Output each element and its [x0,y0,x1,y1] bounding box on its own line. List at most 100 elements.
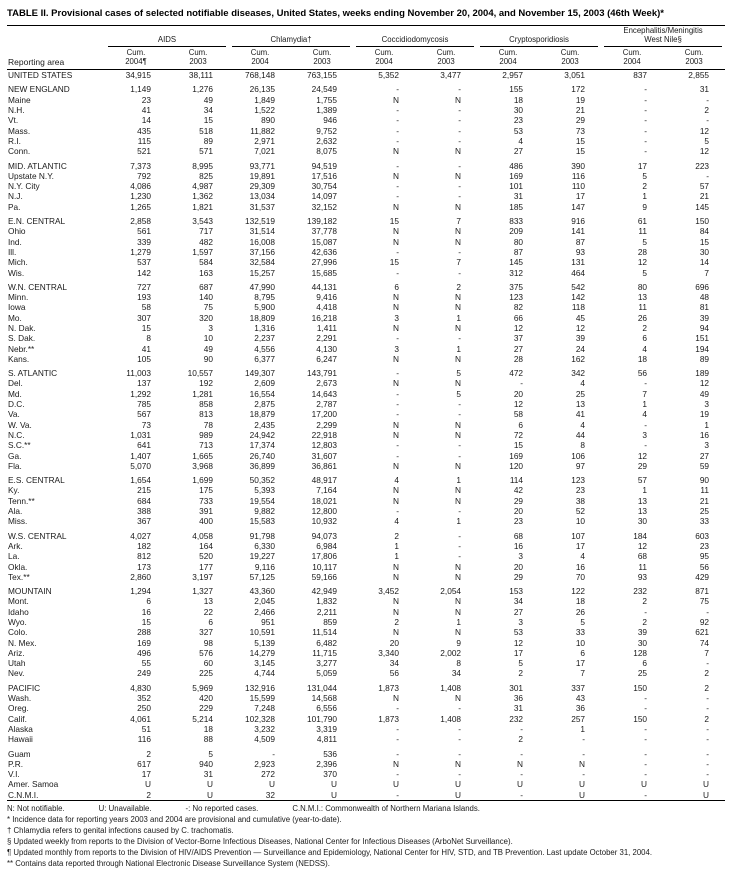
value-cell: 28 [637,246,648,257]
value-cell: 31 [513,703,524,714]
value-cell: 3 [394,343,400,354]
table-row: Wyo. 15 6 951 859 2 1 3 5 2 92 [7,617,725,627]
value-cell: 1,292 [130,388,151,399]
value-cell: 16 [141,606,151,617]
value-cell: U [207,779,214,790]
value-cell: 31 [513,191,524,202]
table-row: Tex.** 2,860 3,197 57,125 59,166 N N 29 70 93 429 [7,572,725,582]
value-cell: 78 [203,419,214,430]
column-subheader: Cum. 2003 [167,47,230,71]
reporting-area-cell: Idaho [8,606,29,617]
value-cell: 27 [699,450,710,461]
value-cell: 15 [389,257,400,268]
value-cell: - [396,388,400,399]
value-cell: 2,435 [254,419,276,430]
value-cell: - [396,181,400,192]
reporting-area-cell: Colo. [8,627,28,638]
value-cell: 1 [704,419,710,430]
value-cell: 153 [509,586,524,597]
value-cell: 232 [633,586,648,597]
value-cell: 1,149 [130,84,151,95]
value-cell: 60 [203,658,214,669]
value-cell: 169 [509,170,524,181]
value-cell: 2 [456,281,462,292]
value-cell: 70 [575,571,586,582]
value-cell: 576 [199,647,214,658]
column-group-row: Reporting area AIDS Chlamydia† Coccidiodom… [7,25,726,71]
value-cell: 18,021 [311,495,338,506]
value-cell: 209 [509,226,524,237]
value-cell: 3,277 [316,658,338,669]
value-cell: 521 [137,146,151,157]
value-cell: 80 [637,281,648,292]
value-cell: - [520,789,524,800]
table-row: Nebr.** 41 49 4,556 4,130 3 1 27 24 4 194 [7,344,725,354]
value-cell: 23 [575,485,586,496]
value-cell: 4,509 [254,734,276,745]
value-cell: 51 [141,723,151,734]
value-cell: 116 [137,734,151,745]
value-cell: 837 [633,70,648,81]
table-row: Md. 1,292 1,281 16,554 14,643 - 5 20 25 7 49 [7,389,725,399]
value-cell: 621 [695,627,710,638]
value-cell: - [458,115,462,126]
value-cell: N [455,596,462,607]
value-cell: 13 [637,506,648,517]
table-row: Idaho 16 22 2,466 2,211 N N 27 26 - - [7,607,725,617]
reporting-area-cell: Oreg. [8,703,29,714]
reporting-area-cell: Wyo. [8,617,27,627]
value-cell: 3 [208,322,214,333]
value-cell: - [644,146,648,157]
value-cell: 47,990 [249,281,276,292]
reporting-area-cell: Ind. [8,236,22,247]
value-cell: 12 [637,450,648,461]
value-cell: 7 [642,388,648,399]
value-cell: 2 [704,668,710,679]
value-cell: 1,389 [316,105,338,116]
footnotes: * Incidence data for reporting years 200… [7,815,725,870]
column-subheader: Cum. 2003 [663,47,726,71]
value-cell: - [396,703,400,714]
value-cell: 52 [575,506,586,517]
value-cell: 312 [509,267,524,278]
value-cell: 518 [199,125,214,136]
value-cell: N [455,353,462,364]
value-cell: 10,557 [187,368,214,379]
value-cell: 27,996 [311,257,338,268]
value-cell: 249 [137,668,151,679]
value-cell: 1,316 [254,322,276,333]
value-cell: - [458,84,462,95]
value-cell: 2 [642,322,648,333]
value-cell: 370 [323,769,338,780]
value-cell: - [458,530,462,541]
value-cell: 3 [704,440,710,451]
value-cell: 15,257 [249,267,276,278]
value-cell: 4 [580,551,586,562]
value-cell: 17,516 [311,170,338,181]
value-cell: 74 [699,637,710,648]
value-cell: 5,070 [130,460,151,471]
reporting-area-cell: Ark. [8,540,23,551]
column-subheader: Cum. 2004 [229,47,292,71]
value-cell: - [582,734,586,745]
value-cell: 391 [199,506,214,517]
value-cell: 16,008 [249,236,276,247]
value-cell: 12 [513,399,524,410]
table-row: N. Dak. 15 3 1,316 1,411 N N 12 12 2 94 [7,323,725,333]
value-cell: - [644,789,648,800]
legend-item: U: Unavailable. [98,804,152,814]
value-cell: 5 [704,135,710,146]
value-cell: 12 [699,125,710,136]
reporting-area-cell: N. Mex. [8,637,37,648]
table-row: Maine 23 49 1,849 1,755 N N 18 19 - - [7,95,725,105]
value-cell: 3,197 [192,571,214,582]
value-cell: 2 [146,789,151,800]
value-cell: 3,232 [254,723,276,734]
value-cell: 57 [637,475,648,486]
value-cell: 131,044 [307,682,338,693]
value-cell: 2,211 [316,606,338,617]
column-group-underline: Encephalitis/Meningitis West Nile§ [604,26,723,48]
value-cell: 30 [513,105,524,116]
value-cell: 1,849 [254,94,276,105]
value-cell: 139,182 [307,216,338,227]
